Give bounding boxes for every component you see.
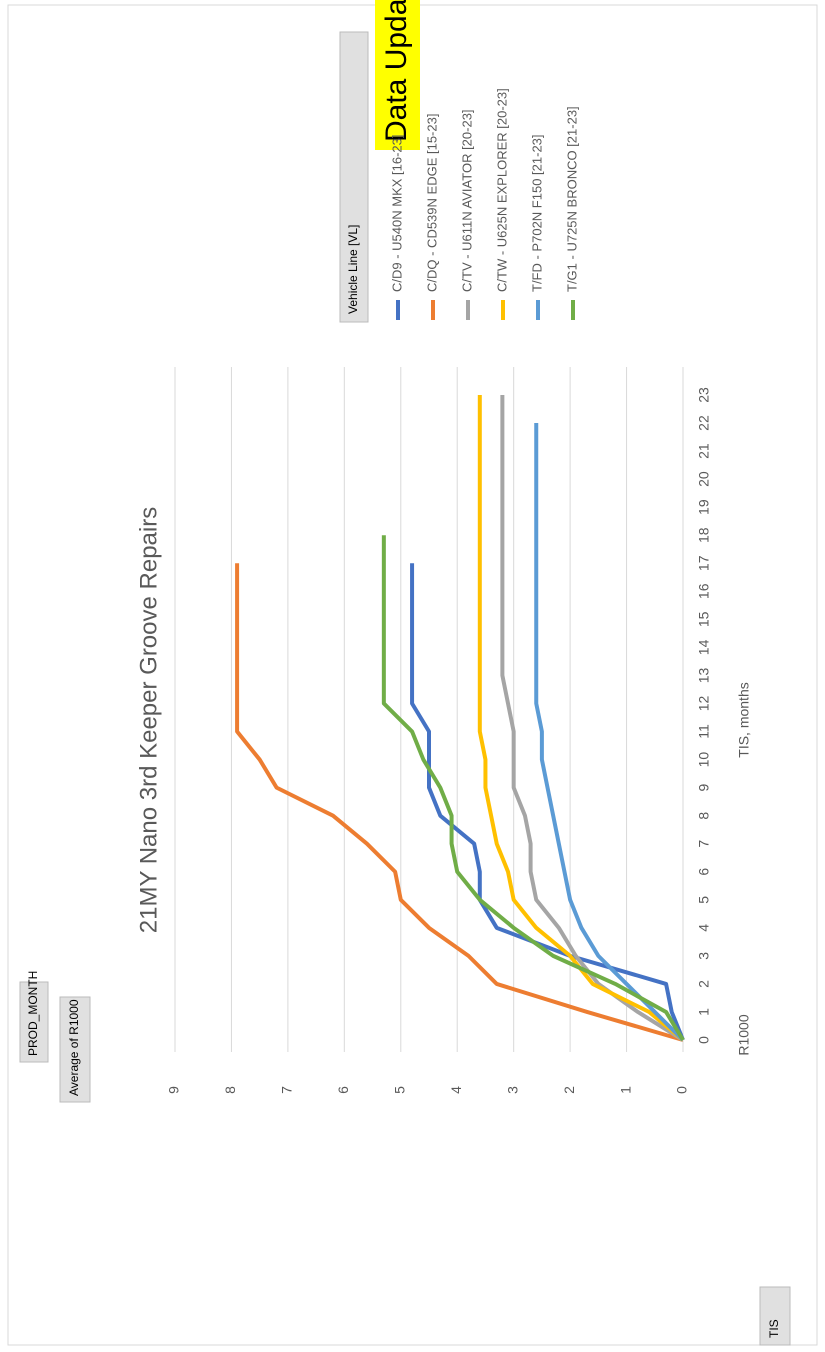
x-tick-label: 9: [696, 784, 712, 792]
filter-button[interactable]: [19, 981, 49, 1063]
x-tick-label: 7: [696, 840, 712, 848]
x-tick-label: 17: [696, 555, 712, 571]
x-tick-label: 12: [696, 695, 712, 711]
y-tick-label: 6: [335, 1086, 351, 1094]
legend-title: Vehicle Line [VL]: [346, 225, 360, 314]
rotated-chart: Data Update 20-Oct-20 PROD_MONTH Average…: [19, 0, 791, 1346]
legend-label: T/FD - P702N F150 [21-23]: [529, 134, 544, 292]
x-tick-label: 11: [696, 724, 712, 739]
series-line: [381, 535, 685, 1042]
series-line: [500, 395, 685, 1042]
x-tick-label: 21: [696, 443, 712, 459]
x-tick-label: 2: [696, 980, 712, 988]
legend-label: C/TV - U611N AVIATOR [20-23]: [459, 109, 474, 292]
legend-label: C/D9 - U540N MKX [16-23]: [389, 134, 404, 292]
x-tick-label: 0: [696, 1036, 712, 1044]
filter-button-label: PROD_MONTH: [26, 971, 40, 1056]
value-field: [59, 996, 91, 1103]
x-tick-label: 16: [696, 583, 712, 599]
x-tick-label: 13: [696, 667, 712, 683]
y-tick-label: 4: [448, 1086, 464, 1094]
x-tick-label: 14: [696, 639, 712, 655]
banner: Data Update 20-Oct-20: [380, 0, 413, 142]
x-tick-label: 4: [696, 924, 712, 932]
series-line: [235, 563, 684, 1042]
x-tick-label: 8: [696, 812, 712, 820]
x-tick-label: 23: [696, 387, 712, 403]
y-tick-label: 1: [617, 1086, 633, 1094]
x-tick-label: 5: [696, 896, 712, 904]
y-tick-label: 7: [279, 1086, 295, 1094]
x-tick-label: 3: [696, 952, 712, 960]
x-axis-title: TIS, months: [736, 682, 752, 757]
x-tick-label: 10: [696, 752, 712, 768]
x-tick-label: 22: [696, 415, 712, 431]
value-field-label: Average of R1000: [67, 999, 81, 1096]
series-line: [410, 563, 685, 1041]
y-tick-label: 2: [561, 1086, 577, 1094]
x-tick-label: 20: [696, 471, 712, 487]
legend-label: T/G1 - U725N BRONCO [21-23]: [564, 106, 579, 292]
series-line: [534, 423, 685, 1042]
x-tick-label: 6: [696, 868, 712, 876]
chart-title: 21MY Nano 3rd Keeper Groove Repairs: [135, 507, 162, 933]
y-tick-label: 5: [391, 1086, 407, 1094]
y-tick-label: 0: [674, 1086, 690, 1094]
y-tick-label: 9: [166, 1086, 182, 1094]
x-tick-label: 1: [696, 1008, 712, 1016]
legend-label: C/TW - U625N EXPLORER [20-23]: [494, 88, 509, 292]
y-tick-label: 8: [222, 1086, 238, 1094]
banner-bg: [375, 0, 420, 150]
axis-button[interactable]: [759, 1286, 791, 1346]
x-tick-label: 18: [696, 527, 712, 543]
x-tick-label: 19: [696, 499, 712, 515]
y-axis-title: R1000: [736, 1014, 752, 1055]
legend-header[interactable]: [339, 31, 369, 323]
series-line: [477, 395, 685, 1042]
axis-button-label: TIS: [767, 1319, 781, 1338]
y-tick-label: 3: [504, 1086, 520, 1094]
legend-label: C/DQ - CD539N EDGE [15-23]: [424, 114, 439, 292]
x-tick-label: 15: [696, 611, 712, 627]
